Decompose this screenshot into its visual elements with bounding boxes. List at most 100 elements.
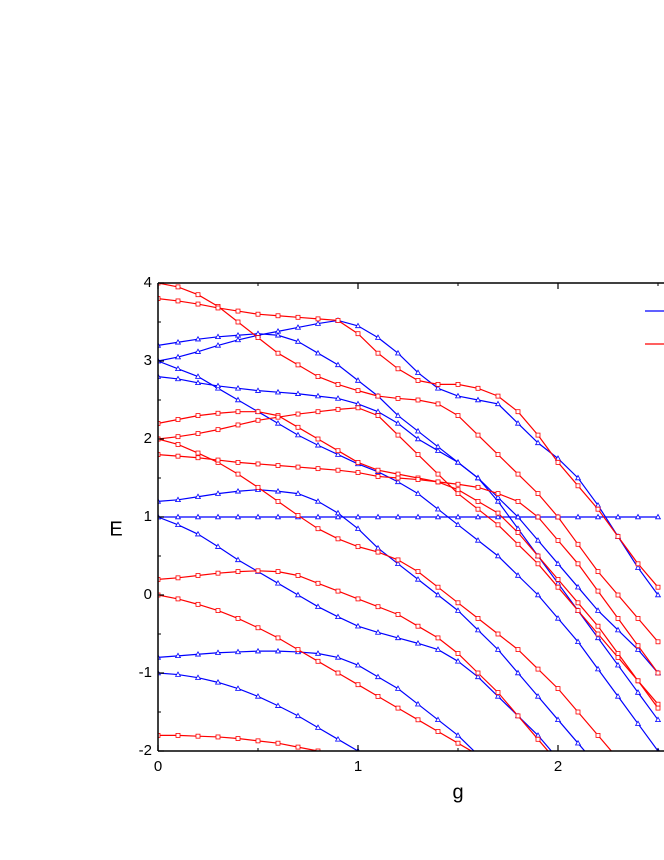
marker [354, 377, 362, 383]
marker [315, 316, 321, 322]
marker [375, 474, 381, 479]
marker [616, 757, 620, 761]
marker [414, 513, 422, 520]
marker [514, 513, 522, 520]
marker [574, 739, 582, 746]
marker [314, 441, 322, 448]
marker [215, 305, 221, 311]
y-tick-label: -1 [139, 664, 152, 681]
series-line [158, 411, 659, 674]
marker [575, 600, 581, 606]
marker [234, 336, 242, 343]
marker [394, 513, 402, 520]
marker [214, 382, 222, 389]
series-line [158, 319, 659, 596]
marker [634, 564, 642, 570]
marker [475, 670, 481, 676]
marker [234, 331, 242, 338]
marker [214, 333, 222, 340]
y-tick-label: 4 [144, 274, 152, 291]
marker [575, 561, 581, 567]
marker [235, 308, 241, 314]
marker [574, 583, 582, 590]
marker [235, 471, 241, 477]
marker [336, 753, 340, 757]
series-line [158, 454, 659, 709]
marker [158, 577, 161, 582]
marker [635, 643, 641, 649]
marker [375, 467, 381, 473]
marker [554, 615, 562, 621]
marker [414, 640, 422, 646]
marker [434, 513, 442, 520]
marker [514, 669, 522, 676]
marker [475, 498, 481, 504]
marker [395, 557, 401, 563]
marker [295, 513, 301, 518]
marker [415, 477, 421, 482]
marker [255, 484, 261, 490]
marker [574, 474, 582, 481]
marker [435, 584, 441, 590]
marker [295, 744, 301, 750]
marker [175, 453, 181, 459]
marker [158, 733, 161, 738]
marker [314, 513, 322, 520]
marker [335, 406, 341, 412]
marker [595, 631, 601, 637]
marker [435, 635, 441, 641]
marker [274, 702, 282, 708]
marker [535, 432, 541, 438]
marker [535, 514, 541, 520]
marker [195, 292, 201, 298]
marker [215, 608, 221, 613]
marker [594, 634, 602, 641]
marker [394, 420, 402, 426]
marker [315, 748, 321, 751]
series-line [158, 650, 475, 751]
marker [275, 498, 281, 504]
series-line [158, 672, 360, 751]
marker [254, 513, 262, 520]
marker [495, 690, 501, 695]
marker [275, 350, 281, 356]
marker [334, 395, 342, 401]
series-line [158, 298, 659, 588]
marker [174, 365, 182, 372]
marker [455, 413, 461, 419]
marker [255, 461, 261, 467]
marker [335, 536, 341, 542]
y-tick-label: -2 [139, 742, 152, 759]
x-tick-label: 0 [154, 758, 162, 775]
marker [294, 490, 302, 496]
marker [275, 463, 281, 468]
marker [335, 670, 341, 676]
marker [395, 471, 401, 477]
marker [414, 700, 422, 707]
marker [475, 616, 481, 621]
marker [434, 384, 442, 391]
marker [175, 434, 181, 440]
marker [494, 498, 502, 504]
marker [394, 685, 402, 691]
marker [654, 591, 662, 598]
marker [394, 478, 402, 485]
marker [615, 534, 621, 539]
marker [654, 513, 662, 520]
marker [234, 556, 242, 563]
marker [195, 733, 201, 739]
marker [158, 296, 161, 302]
marker [335, 448, 341, 454]
marker [434, 716, 442, 722]
marker [374, 673, 382, 680]
marker [194, 373, 202, 379]
marker [314, 603, 322, 609]
marker [375, 393, 381, 399]
marker [234, 513, 242, 520]
marker [314, 650, 322, 656]
marker [195, 573, 201, 578]
marker [475, 385, 481, 391]
marker [376, 760, 381, 764]
marker [494, 400, 502, 407]
marker [374, 513, 382, 520]
